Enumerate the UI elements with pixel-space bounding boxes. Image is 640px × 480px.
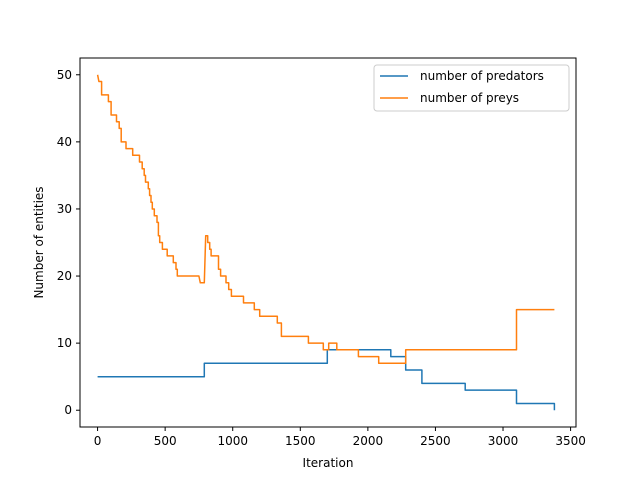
y-tick-label: 0 bbox=[64, 403, 72, 417]
y-tick-label: 40 bbox=[57, 135, 72, 149]
plot-lines bbox=[96, 74, 556, 411]
x-axis-ticks: 0 500 1000 1500 2000 2500 3000 3500 bbox=[94, 427, 586, 448]
x-tick-label: 3000 bbox=[488, 434, 519, 448]
series-line-1 bbox=[96, 74, 555, 365]
x-tick-label: 3500 bbox=[555, 434, 586, 448]
legend-box bbox=[373, 64, 570, 112]
y-tick-label: 20 bbox=[57, 269, 72, 283]
y-axis-label: Number of entities bbox=[32, 186, 46, 298]
legend-entry-preys: number of preys bbox=[420, 91, 519, 105]
x-tick-label: 2000 bbox=[353, 434, 384, 448]
x-tick-label: 0 bbox=[94, 434, 102, 448]
y-tick-label: 30 bbox=[57, 202, 72, 216]
x-tick-label: 1000 bbox=[217, 434, 248, 448]
y-axis-ticks: 0 10 20 30 40 50 bbox=[57, 68, 80, 417]
x-tick-label: 500 bbox=[154, 434, 177, 448]
x-tick-label: 1500 bbox=[285, 434, 316, 448]
legend: number of predators number of preys bbox=[373, 64, 570, 112]
series-line-0 bbox=[97, 349, 556, 411]
y-tick-label: 10 bbox=[57, 336, 72, 350]
x-tick-label: 2500 bbox=[420, 434, 451, 448]
axes-frame bbox=[79, 57, 577, 428]
legend-entry-predators: number of predators bbox=[420, 69, 544, 83]
x-axis-label: Iteration bbox=[303, 456, 354, 470]
y-tick-label: 50 bbox=[57, 68, 72, 82]
